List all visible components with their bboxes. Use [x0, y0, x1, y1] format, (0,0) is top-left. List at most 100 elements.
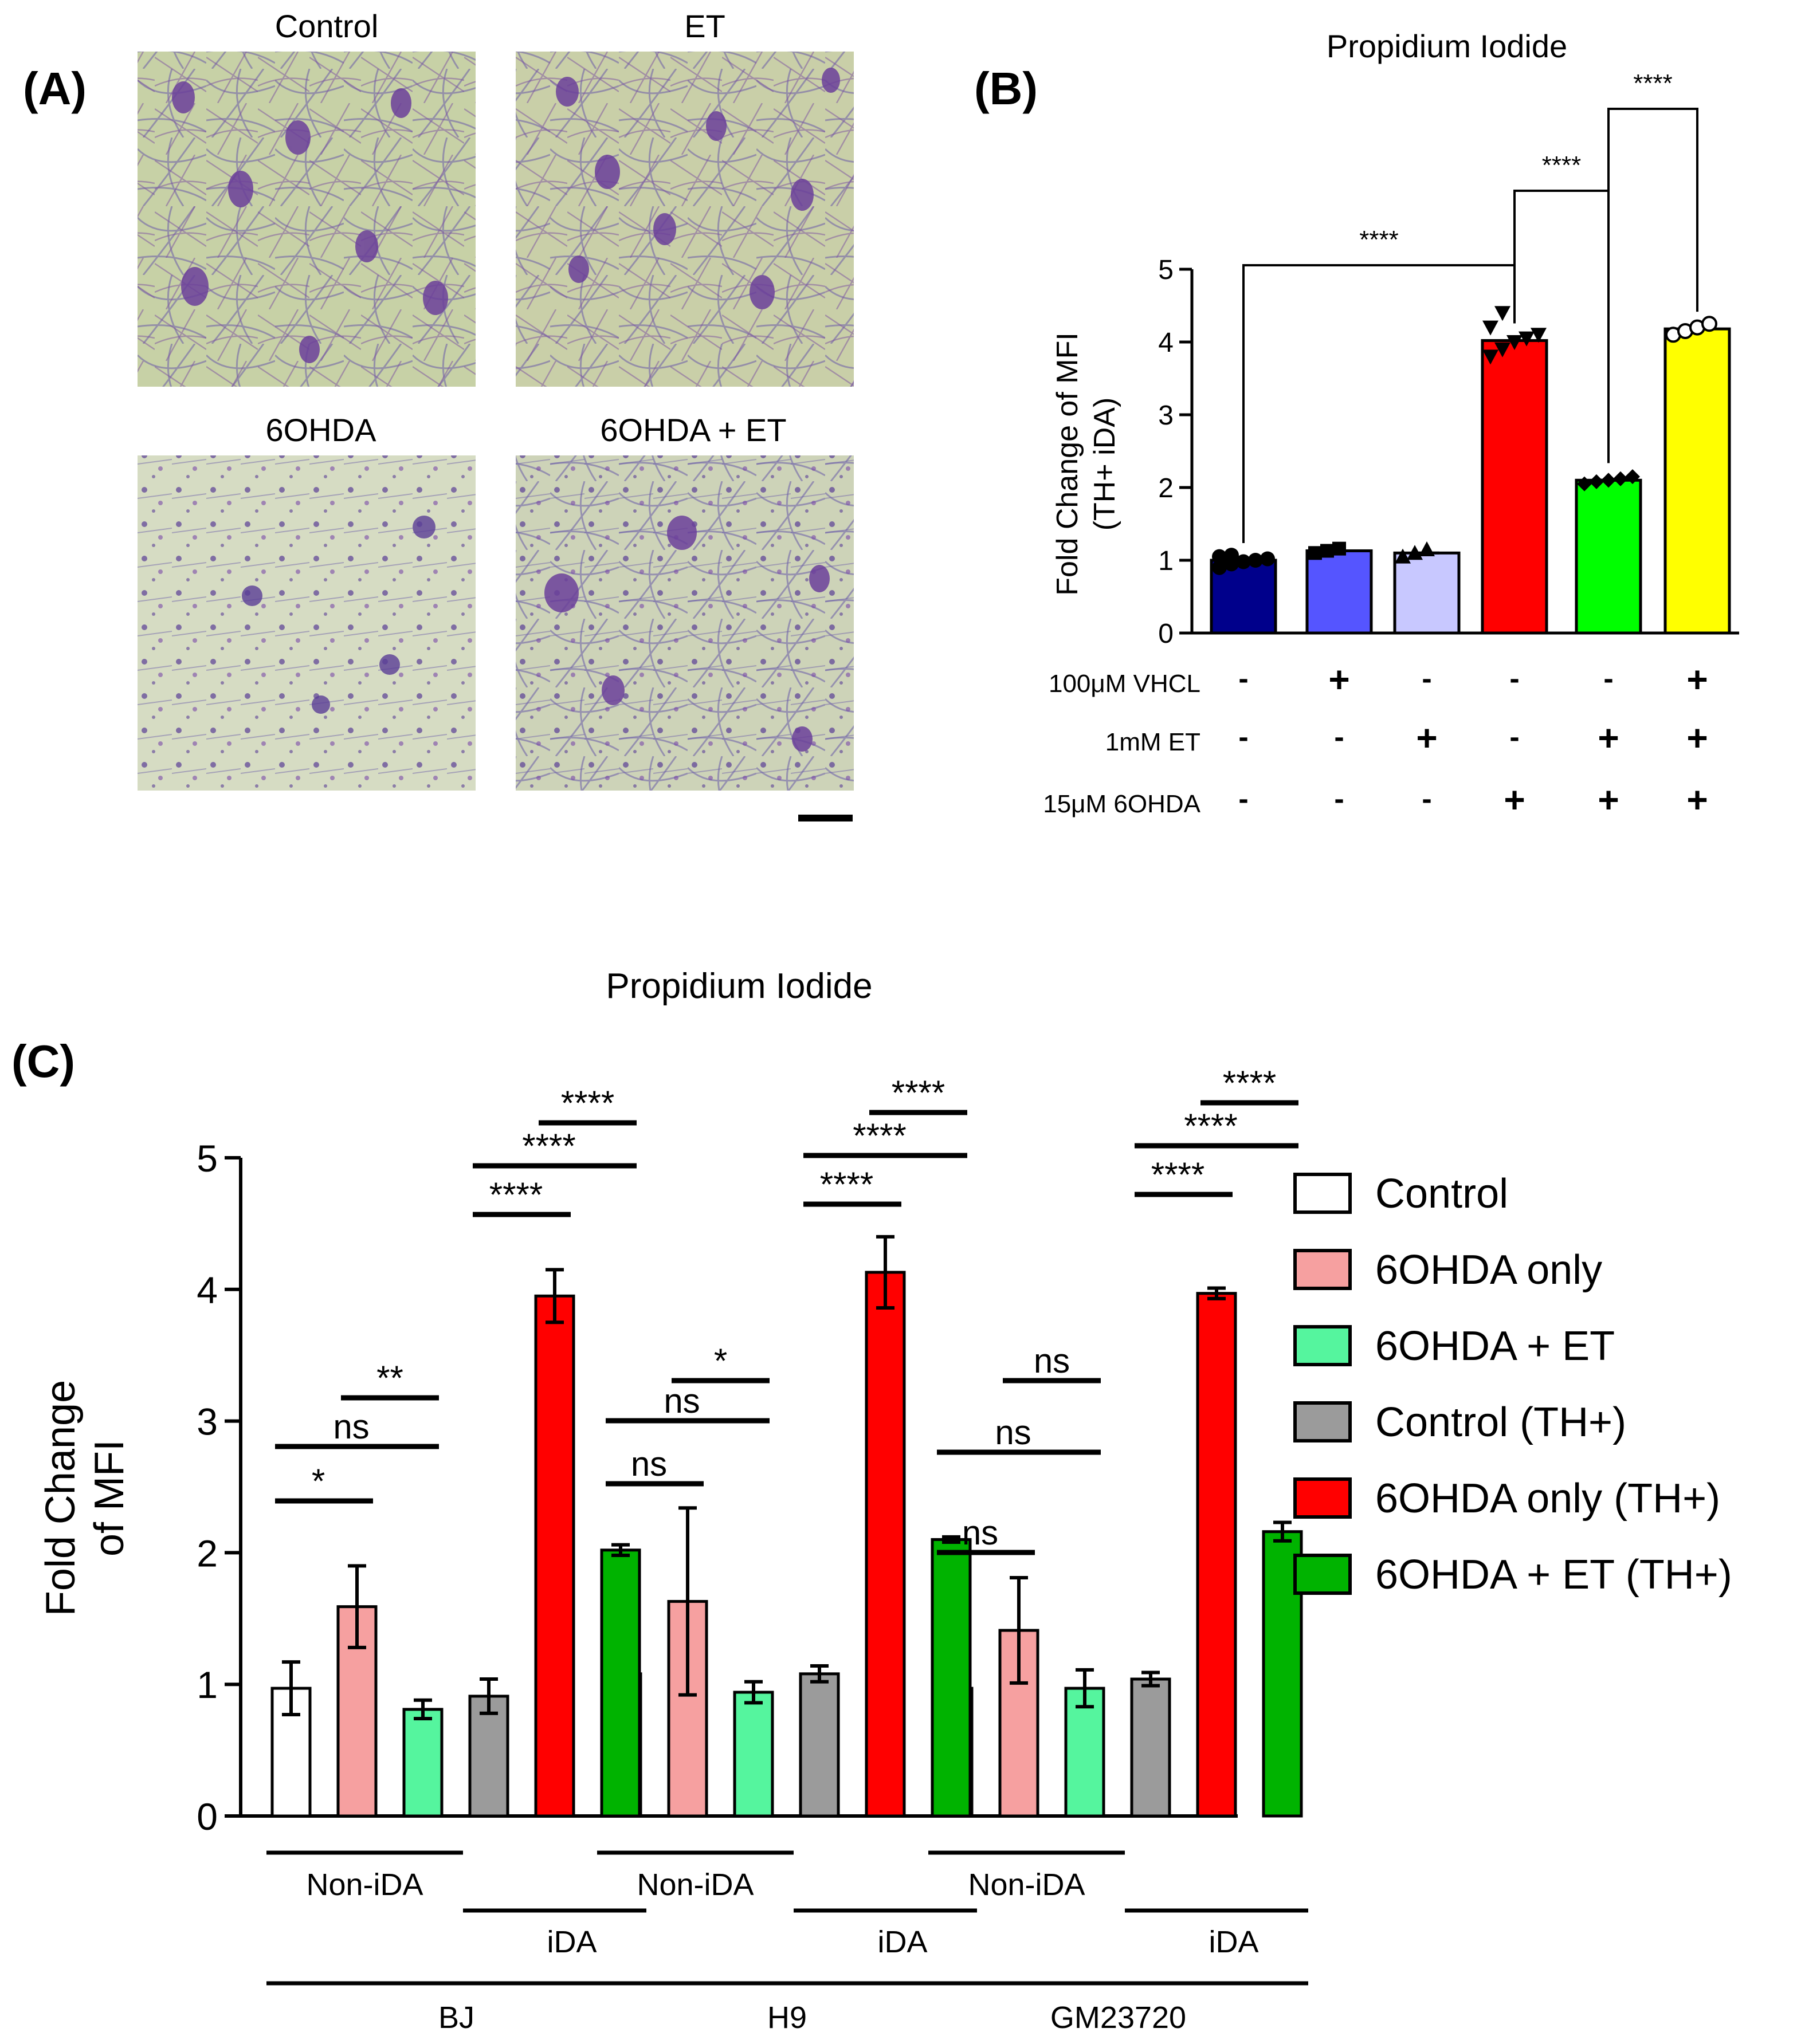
chart-c-legend: Control 6OHDA only 6OHDA + ET Control (TH+)… — [1293, 1171, 1732, 1598]
bar — [931, 1538, 972, 1818]
legend-swatch — [1293, 1554, 1352, 1595]
bar — [1305, 549, 1373, 635]
panel-a-label: (A) — [23, 63, 87, 114]
micrograph-title-6ohda: 6OHDA — [266, 412, 377, 448]
panel-b-label: (B) — [974, 63, 1038, 114]
bar — [600, 1548, 641, 1818]
data-point — [1701, 316, 1717, 332]
legend-label: 6OHDA only — [1375, 1247, 1602, 1293]
significance-label: **** — [1542, 151, 1582, 179]
data-point — [1519, 331, 1535, 347]
significance-label: * — [312, 1462, 325, 1500]
data-point — [1248, 553, 1263, 568]
y-tick-label: 0 — [197, 1795, 218, 1838]
significance-label: ns — [1034, 1342, 1070, 1380]
legend-label: 6OHDA + ET (TH+) — [1375, 1552, 1732, 1598]
significance-label: ns — [333, 1408, 369, 1446]
condition-sign: - — [1238, 783, 1248, 816]
y-tick-label: 3 — [197, 1401, 218, 1443]
bar — [733, 1691, 774, 1818]
bar — [799, 1672, 840, 1818]
significance-label: **** — [561, 1084, 614, 1122]
condition-sign: - — [1334, 721, 1344, 754]
significance-label: **** — [892, 1074, 945, 1112]
condition-sign: + — [1686, 659, 1708, 700]
data-point — [1407, 545, 1423, 560]
legend-label: Control — [1375, 1171, 1508, 1217]
data-point — [1589, 474, 1604, 489]
ida-label: iDA — [1209, 1925, 1258, 1959]
condition-sign: - — [1422, 662, 1431, 695]
micrograph-6ohda: 6OHDA — [138, 412, 476, 791]
bar — [1393, 551, 1461, 635]
data-point — [1601, 473, 1616, 488]
condition-sign: + — [1686, 717, 1708, 758]
chart-c: 012345*ns**************nsns*************… — [197, 1064, 1308, 2035]
y-tick-label: 3 — [1158, 400, 1174, 431]
y-tick-label: 4 — [1158, 328, 1174, 358]
scale-bar — [798, 815, 853, 821]
micrograph-et: ET — [516, 8, 854, 387]
bar — [1064, 1687, 1105, 1818]
non-ida-label: Non-iDA — [306, 1868, 423, 1902]
data-point — [1332, 541, 1346, 556]
significance-label: **** — [853, 1117, 906, 1155]
condition-sign: - — [1509, 721, 1519, 754]
significance-label: **** — [820, 1165, 873, 1204]
significance-label: **** — [1184, 1107, 1237, 1145]
category-label: GM23720 — [1050, 2000, 1186, 2035]
bar — [1130, 1677, 1171, 1818]
chart-b: 0 1 2 3 4 5 **** **** **** 100μM VHCL - + - - - +1mM ET… — [1043, 69, 1739, 820]
data-point — [1482, 349, 1498, 365]
y-tick-label: 5 — [197, 1137, 218, 1180]
condition-sign: - — [1509, 662, 1519, 695]
bar — [468, 1695, 509, 1818]
category-label: BJ — [438, 2000, 474, 2035]
condition-sign: - — [1238, 662, 1248, 695]
y-tick-label: 1 — [197, 1664, 218, 1706]
condition-sign: + — [1328, 659, 1349, 700]
significance-label: **** — [1359, 226, 1399, 254]
legend-swatch — [1293, 1173, 1352, 1214]
condition-label: 100μM VHCL — [1049, 670, 1200, 698]
significance-label: **** — [1223, 1064, 1276, 1102]
data-point — [1320, 544, 1334, 558]
significance-label: **** — [1633, 69, 1673, 97]
chart-b-title: Propidium Iodide — [1327, 28, 1567, 64]
chart-b-ylabel-line2: (TH+ iDA) — [1088, 398, 1121, 531]
data-point — [1531, 328, 1547, 343]
micrograph-title-et: ET — [684, 8, 725, 44]
significance-label: **** — [1151, 1155, 1204, 1194]
condition-sign: + — [1598, 779, 1619, 820]
data-point — [1494, 306, 1510, 321]
y-tick-label: 5 — [1158, 255, 1174, 285]
legend-label: 6OHDA only (TH+) — [1375, 1476, 1720, 1522]
bar — [1481, 339, 1548, 635]
condition-sign: - — [1603, 662, 1613, 695]
significance-label: * — [714, 1342, 727, 1380]
data-point — [1419, 541, 1435, 556]
significance-label: ns — [962, 1514, 998, 1552]
condition-label: 1mM ET — [1105, 728, 1200, 756]
panel-c-label: (C) — [11, 1036, 75, 1087]
significance-label: ns — [995, 1413, 1031, 1452]
significance-label: ns — [631, 1445, 667, 1483]
legend-label: 6OHDA + ET — [1375, 1323, 1615, 1369]
micrograph-6ohda-et: 6OHDA + ET — [516, 412, 854, 791]
legend-swatch — [1293, 1249, 1352, 1290]
data-point — [1395, 548, 1411, 564]
non-ida-label: Non-iDA — [637, 1868, 754, 1902]
legend-swatch — [1293, 1401, 1352, 1442]
ida-label: iDA — [547, 1925, 597, 1959]
condition-sign: + — [1598, 717, 1619, 758]
condition-sign: - — [1238, 721, 1248, 754]
condition-sign: + — [1504, 779, 1525, 820]
chart-c-ylabel-line2: of MFI — [87, 1440, 132, 1556]
condition-sign: - — [1422, 783, 1431, 816]
data-point — [1236, 554, 1251, 569]
chart-b-ylabel-line1: Fold Change of MFI — [1051, 332, 1084, 596]
data-point — [1224, 548, 1239, 563]
y-tick-label: 2 — [197, 1532, 218, 1574]
legend-label: Control (TH+) — [1375, 1400, 1626, 1445]
condition-label: 15μM 6OHDA — [1043, 790, 1200, 818]
